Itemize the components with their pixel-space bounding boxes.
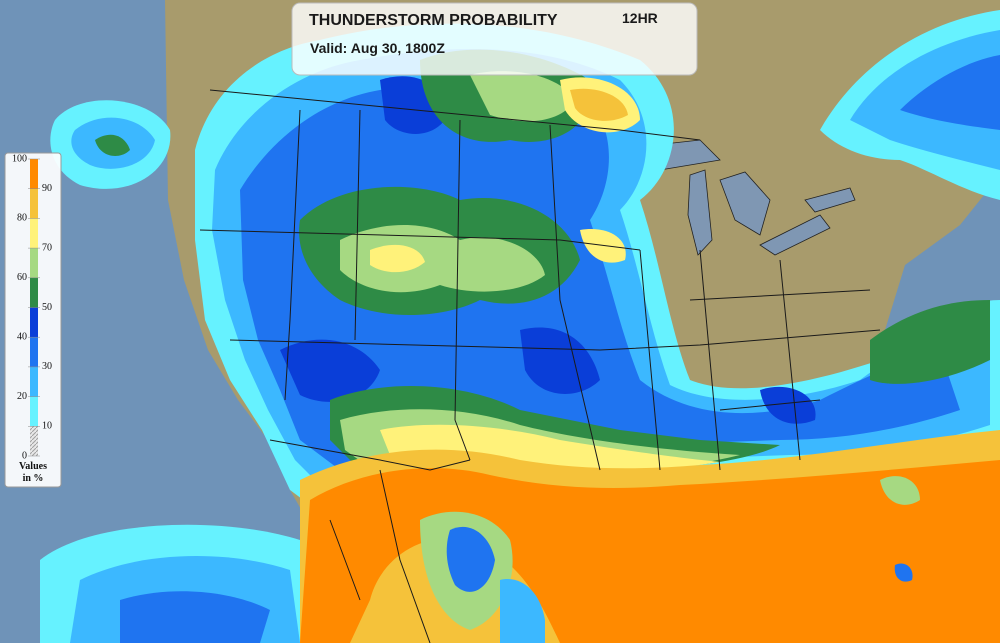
legend-band bbox=[30, 426, 38, 456]
legend-label: 60 bbox=[17, 272, 27, 283]
probability-field bbox=[40, 10, 1000, 643]
legend-band bbox=[30, 159, 38, 189]
legend-label: 40 bbox=[17, 331, 27, 342]
legend-label: 100 bbox=[12, 153, 27, 164]
legend-band bbox=[30, 366, 38, 397]
legend-band bbox=[30, 188, 38, 219]
title: THUNDERSTORM PROBABILITY bbox=[309, 12, 558, 29]
valid-time: Valid: Aug 30, 1800Z bbox=[310, 40, 445, 56]
legend-label: 0 bbox=[22, 450, 27, 461]
legend-label: 80 bbox=[17, 213, 27, 224]
legend-label: 20 bbox=[17, 391, 27, 402]
legend-caption: in % bbox=[23, 473, 44, 484]
legend-label: 50 bbox=[42, 302, 52, 313]
legend-label: 30 bbox=[42, 361, 52, 372]
legend-label: 90 bbox=[42, 183, 52, 194]
header-box bbox=[291, 2, 698, 76]
borders bbox=[199, 89, 881, 643]
legend-band bbox=[30, 277, 38, 308]
legend-caption: Values bbox=[19, 461, 47, 472]
legend-label: 10 bbox=[42, 421, 52, 432]
legend-label: 70 bbox=[42, 242, 52, 253]
legend-band bbox=[30, 396, 38, 427]
header: THUNDERSTORM PROBABILITY 12HR Valid: Aug… bbox=[291, 2, 698, 76]
period: 12HR bbox=[622, 10, 658, 26]
legend-band bbox=[30, 307, 38, 338]
legend-band bbox=[30, 337, 38, 367]
legend-band bbox=[30, 248, 38, 278]
legend-band bbox=[30, 218, 38, 249]
